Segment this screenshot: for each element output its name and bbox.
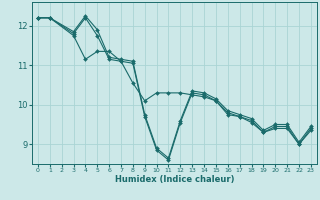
X-axis label: Humidex (Indice chaleur): Humidex (Indice chaleur) bbox=[115, 175, 234, 184]
